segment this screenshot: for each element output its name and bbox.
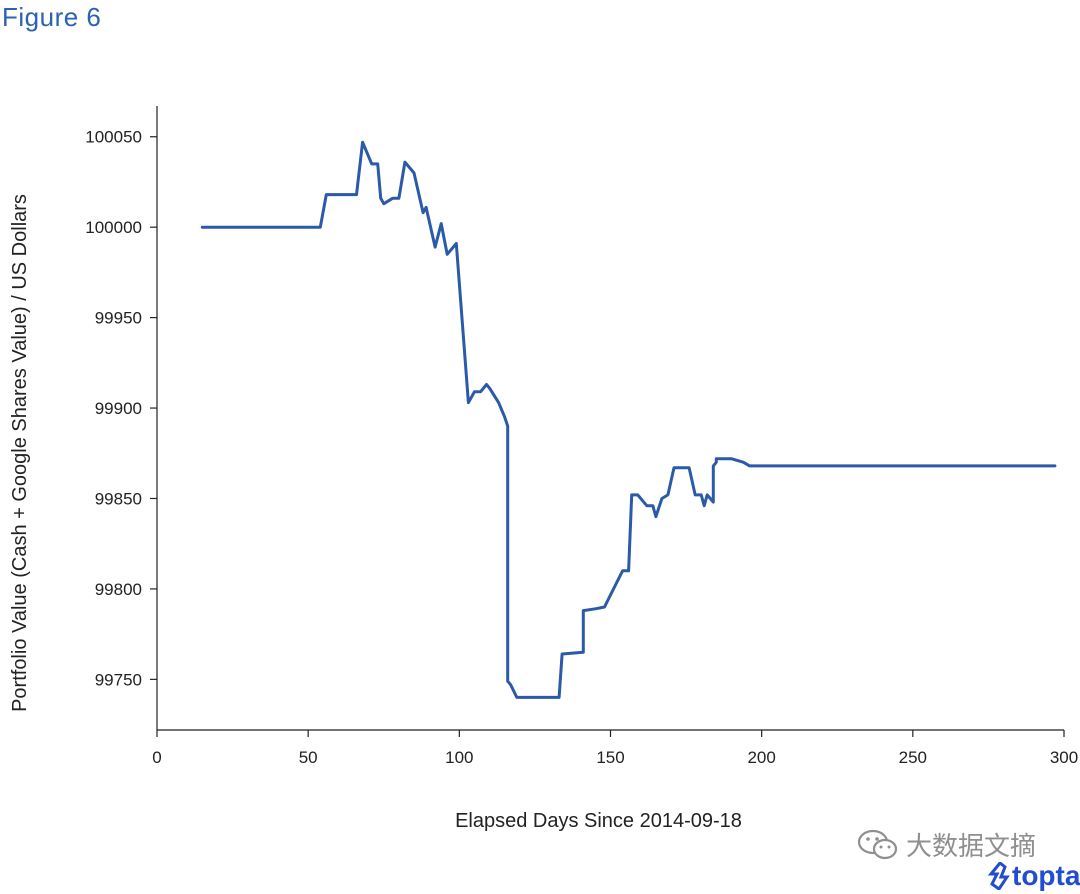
series-line	[200, 140, 1057, 699]
toptal-logo: toptal	[988, 860, 1080, 892]
chart-series	[200, 140, 1057, 699]
chart-ticks: 0 50 100 150 200 250 300 99750 99800 99850 99900 99…	[85, 128, 1078, 767]
watermark-text: 大数据文摘	[906, 831, 1037, 861]
x-tick-label: 250	[899, 748, 927, 767]
x-axis-title: Elapsed Days Since 2014-09-18	[455, 810, 742, 832]
figure-label: Figure 6	[2, 2, 102, 32]
x-tick-label: 200	[747, 748, 775, 767]
y-tick-label: 99750	[95, 670, 142, 689]
x-tick-label: 150	[596, 748, 624, 767]
y-tick-label: 100000	[85, 218, 142, 237]
logo-text: toptal	[1012, 860, 1080, 891]
y-axis-title: Portfolio Value (Cash + Google Shares Va…	[9, 194, 31, 712]
x-tick-label: 0	[152, 748, 161, 767]
y-tick-label: 99950	[95, 309, 142, 328]
chart-axes	[156, 106, 1064, 731]
x-tick-label: 100	[445, 748, 473, 767]
wechat-icon	[857, 829, 898, 859]
y-tick-label: 99800	[95, 580, 142, 599]
toptal-mark-icon	[988, 862, 1010, 890]
watermark: 大数据文摘	[856, 826, 1036, 863]
x-tick-label: 300	[1050, 748, 1078, 767]
y-tick-label: 99900	[95, 399, 142, 418]
y-tick-label: 100050	[85, 128, 142, 147]
y-tick-label: 99850	[95, 489, 142, 508]
x-tick-label: 50	[299, 748, 318, 767]
